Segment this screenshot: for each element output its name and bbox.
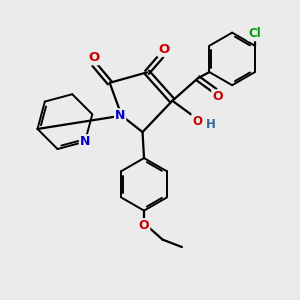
Text: N: N bbox=[80, 135, 90, 148]
Text: O: O bbox=[212, 90, 223, 103]
Text: O: O bbox=[139, 219, 149, 232]
Text: O: O bbox=[192, 115, 202, 128]
Text: H: H bbox=[206, 118, 215, 130]
Text: O: O bbox=[158, 43, 169, 56]
Text: N: N bbox=[115, 109, 125, 122]
Text: Cl: Cl bbox=[248, 27, 261, 40]
Text: O: O bbox=[88, 51, 99, 64]
